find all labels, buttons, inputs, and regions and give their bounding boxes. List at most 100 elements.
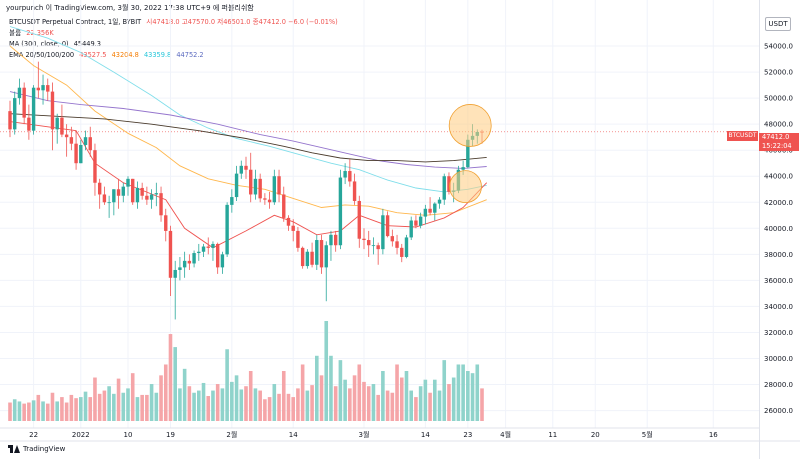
volume-bar — [451, 377, 456, 421]
candle-body — [140, 187, 144, 196]
candle-body — [154, 193, 159, 195]
x-tick-label: 14 — [289, 431, 298, 439]
candle-body — [88, 137, 92, 151]
volume-bar — [399, 377, 404, 421]
candle-body — [433, 203, 437, 213]
candle-body — [400, 247, 404, 257]
x-tick-label: 10 — [124, 431, 133, 439]
candle-body — [348, 171, 352, 182]
candle-body — [442, 176, 446, 200]
symbol-title[interactable]: BTCUSDT Perpetual Contract, 1일, BYBIT — [9, 18, 142, 26]
candle-body — [385, 215, 390, 237]
volume-bar — [79, 397, 83, 421]
volume-bar — [107, 386, 111, 421]
volume-bar — [461, 364, 465, 421]
volume-bar — [466, 371, 470, 421]
candle-body — [201, 246, 206, 252]
y-tick-label: 36000.0 — [764, 277, 793, 285]
volume-bar — [163, 364, 168, 421]
volume-bar — [324, 321, 329, 421]
volume-bar — [112, 393, 116, 421]
volume-bar — [409, 390, 413, 421]
x-tick-label: 2월 — [226, 430, 237, 439]
volume-value: 22.356K — [26, 29, 54, 37]
bar-countdown: 15:22:04 — [762, 142, 792, 150]
candle-body — [395, 241, 399, 248]
candle-body — [371, 245, 376, 247]
candle-body — [17, 87, 22, 99]
candle-body — [131, 178, 135, 203]
ema100-line — [9, 26, 487, 193]
x-tick-label: 20 — [591, 431, 600, 439]
volume-bar — [404, 371, 409, 421]
volume-bar — [187, 386, 192, 421]
y-tick-label: 38000.0 — [764, 251, 793, 259]
volume-bar — [395, 364, 399, 421]
candle-body — [197, 251, 201, 254]
candle-body — [404, 237, 409, 257]
candle-body — [149, 194, 154, 200]
candle-body — [324, 245, 328, 268]
volume-bar — [192, 392, 196, 421]
candle-body — [447, 176, 451, 192]
x-tick-label: 2022 — [72, 431, 90, 439]
candle-body — [168, 230, 173, 278]
volume-bar — [121, 392, 126, 421]
volume-bar — [248, 371, 253, 421]
candle-body — [83, 137, 88, 145]
candle-body — [50, 91, 55, 130]
volume-bar — [225, 349, 229, 421]
volume-bar — [126, 388, 130, 421]
volume-label[interactable]: 볼륨 — [9, 29, 22, 37]
volume-bar — [31, 400, 36, 421]
ema50-line — [9, 45, 487, 216]
candle-body — [362, 238, 366, 241]
brand-name: TradingView — [23, 445, 66, 453]
candle-body — [74, 143, 78, 164]
volume-bar — [197, 390, 201, 421]
x-tick-label: 16 — [709, 431, 718, 439]
candle-body — [79, 144, 83, 164]
volume-bar — [414, 397, 418, 421]
volume-bar — [418, 386, 423, 421]
candle-body — [437, 199, 442, 204]
volume-bar — [267, 397, 272, 421]
candle-body — [22, 87, 26, 118]
candle-body — [211, 243, 215, 248]
highlight-circle — [449, 170, 482, 204]
ema-label[interactable]: EMA 20/50/100/200 — [9, 51, 75, 59]
volume-bar — [258, 390, 262, 421]
candle-body — [239, 165, 243, 174]
publish-info: yourpunch 이 TradingView.com, 3월 30, 2022… — [6, 4, 254, 12]
candle-body — [296, 230, 300, 248]
volume-bar — [272, 384, 277, 421]
tradingview-logo[interactable]: TradingView — [8, 445, 65, 453]
candle-body — [102, 194, 107, 203]
volume-bar — [154, 392, 159, 421]
y-tick-label: 52000.0 — [764, 69, 793, 77]
candle-body — [126, 178, 130, 187]
volume-bar — [291, 397, 295, 421]
volume-bar — [348, 388, 352, 421]
volume-bar — [390, 392, 395, 421]
candle-body — [121, 186, 125, 196]
candle-body — [69, 137, 74, 144]
volume-bar — [362, 381, 366, 421]
y-tick-label: 42000.0 — [764, 199, 793, 207]
candle-body — [215, 243, 220, 268]
candle-body — [93, 150, 97, 183]
candle-body — [159, 193, 163, 216]
candle-body — [286, 217, 291, 226]
x-tick-label: 11 — [548, 431, 557, 439]
currency-selector[interactable]: USDT — [765, 17, 791, 31]
ema20-value: 43527.5 — [79, 51, 107, 59]
volume-bar — [230, 381, 234, 421]
candle-body — [178, 267, 182, 270]
symbol-price-tag: BTCUSDT — [727, 131, 758, 141]
ma-label[interactable]: MA (300, close, 0) — [9, 40, 69, 48]
volume-bar — [428, 392, 432, 421]
candle-body — [418, 216, 423, 226]
volume-bar — [135, 397, 140, 421]
volume-bar — [27, 402, 31, 421]
